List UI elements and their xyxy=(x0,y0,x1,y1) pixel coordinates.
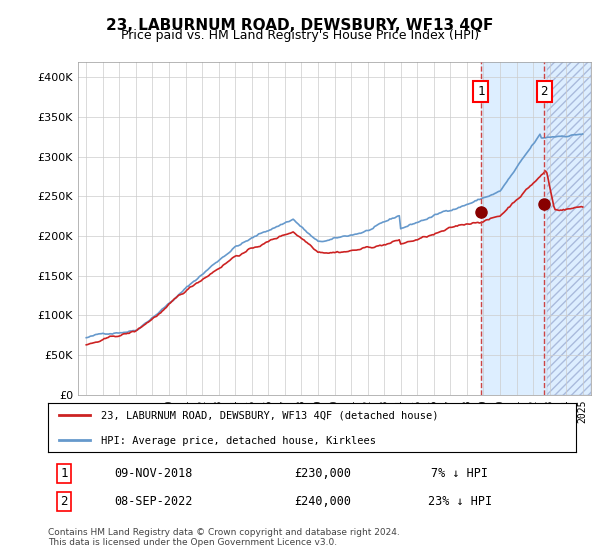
Text: Contains HM Land Registry data © Crown copyright and database right 2024.
This d: Contains HM Land Registry data © Crown c… xyxy=(48,528,400,547)
Text: Price paid vs. HM Land Registry's House Price Index (HPI): Price paid vs. HM Land Registry's House … xyxy=(121,29,479,42)
Bar xyxy=(481,62,591,395)
Bar xyxy=(547,62,591,395)
Text: £230,000: £230,000 xyxy=(294,466,351,480)
Text: 1: 1 xyxy=(60,466,68,480)
Text: 23, LABURNUM ROAD, DEWSBURY, WF13 4QF (detached house): 23, LABURNUM ROAD, DEWSBURY, WF13 4QF (d… xyxy=(101,411,438,421)
Text: 7% ↓ HPI: 7% ↓ HPI xyxy=(431,466,488,480)
Text: 09-NOV-2018: 09-NOV-2018 xyxy=(115,466,193,480)
Text: 23, LABURNUM ROAD, DEWSBURY, WF13 4QF: 23, LABURNUM ROAD, DEWSBURY, WF13 4QF xyxy=(106,18,494,33)
Text: £240,000: £240,000 xyxy=(294,494,351,508)
Text: 23% ↓ HPI: 23% ↓ HPI xyxy=(428,494,492,508)
Text: 1: 1 xyxy=(477,85,485,98)
Text: 2: 2 xyxy=(541,85,548,98)
Text: HPI: Average price, detached house, Kirklees: HPI: Average price, detached house, Kirk… xyxy=(101,436,376,446)
Text: 2: 2 xyxy=(60,494,68,508)
Text: 08-SEP-2022: 08-SEP-2022 xyxy=(115,494,193,508)
